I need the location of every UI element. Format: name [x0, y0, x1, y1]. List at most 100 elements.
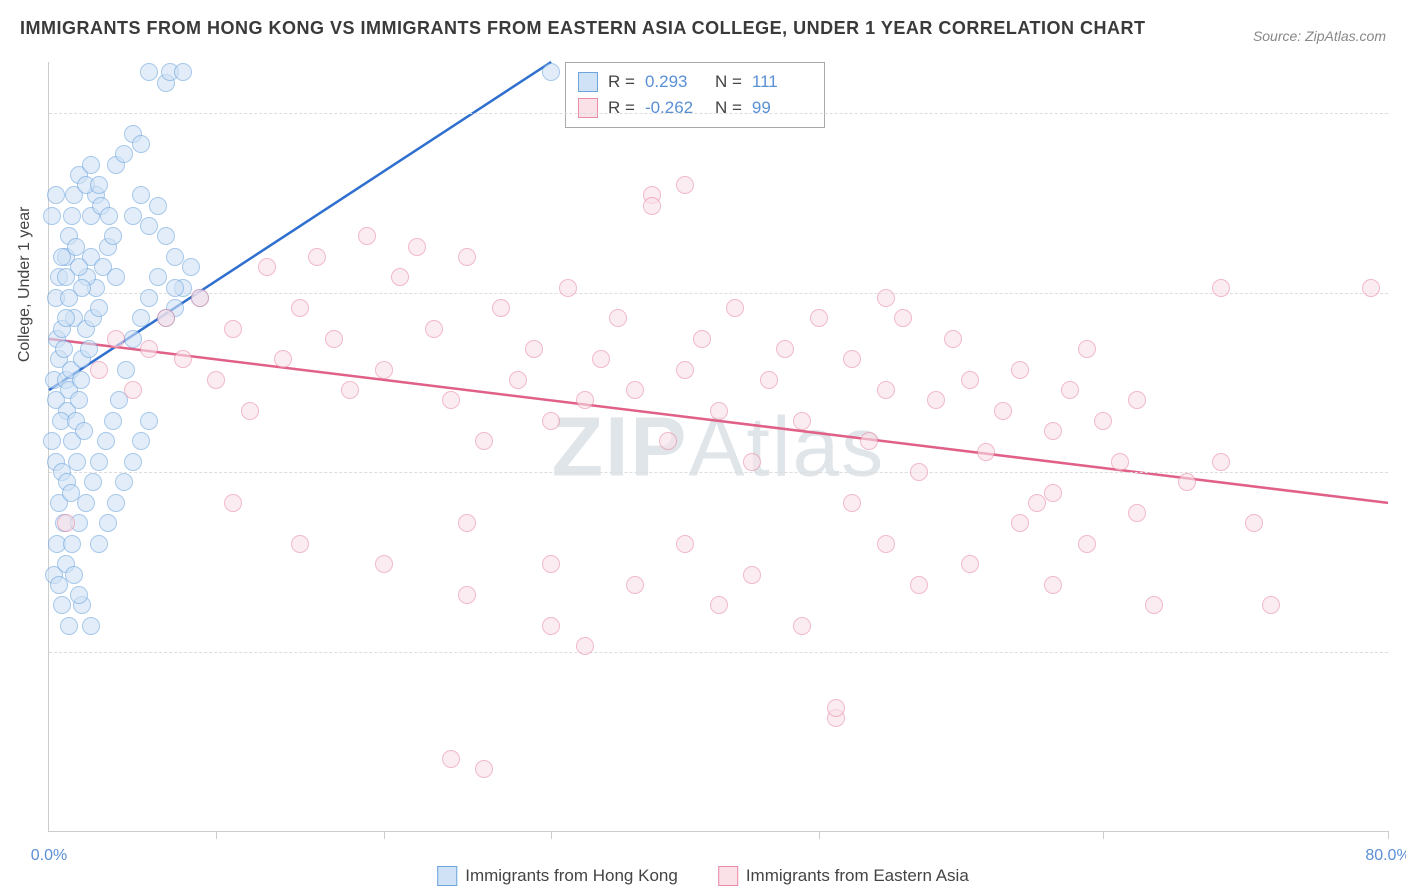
- n-label: N =: [715, 95, 742, 121]
- data-point: [910, 463, 928, 481]
- data-point: [877, 381, 895, 399]
- data-point: [927, 391, 945, 409]
- data-point: [961, 371, 979, 389]
- data-point: [626, 576, 644, 594]
- data-point: [391, 268, 409, 286]
- data-point: [80, 340, 98, 358]
- data-point: [492, 299, 510, 317]
- data-point: [743, 566, 761, 584]
- data-point: [827, 699, 845, 717]
- data-point: [53, 248, 71, 266]
- data-point: [425, 320, 443, 338]
- data-point: [626, 381, 644, 399]
- r-label: R =: [608, 69, 635, 95]
- data-point: [1128, 391, 1146, 409]
- data-point: [994, 402, 1012, 420]
- data-point: [57, 514, 75, 532]
- gridline: [49, 113, 1388, 114]
- data-point: [1044, 576, 1062, 594]
- n-label: N =: [715, 69, 742, 95]
- correlation-legend: R = 0.293 N = 111 R = -0.262 N = 99: [565, 62, 825, 128]
- data-point: [132, 309, 150, 327]
- data-point: [82, 156, 100, 174]
- data-point: [542, 63, 560, 81]
- data-point: [72, 371, 90, 389]
- data-point: [99, 514, 117, 532]
- data-point: [157, 309, 175, 327]
- data-point: [1044, 422, 1062, 440]
- data-point: [542, 555, 560, 573]
- data-point: [810, 309, 828, 327]
- data-point: [124, 207, 142, 225]
- legend-item-2: Immigrants from Eastern Asia: [718, 866, 969, 886]
- data-point: [82, 617, 100, 635]
- legend-row-series2: R = -0.262 N = 99: [578, 95, 812, 121]
- data-point: [1078, 535, 1096, 553]
- data-point: [1212, 453, 1230, 471]
- data-point: [84, 473, 102, 491]
- legend-label-2: Immigrants from Eastern Asia: [746, 866, 969, 886]
- data-point: [174, 350, 192, 368]
- data-point: [90, 453, 108, 471]
- data-point: [542, 617, 560, 635]
- data-point: [60, 617, 78, 635]
- data-point: [224, 320, 242, 338]
- data-point: [592, 350, 610, 368]
- data-point: [1061, 381, 1079, 399]
- data-point: [100, 207, 118, 225]
- data-point: [710, 596, 728, 614]
- data-point: [149, 197, 167, 215]
- data-point: [1011, 514, 1029, 532]
- data-point: [274, 350, 292, 368]
- data-point: [509, 371, 527, 389]
- data-point: [843, 350, 861, 368]
- x-tick: [1103, 831, 1104, 839]
- data-point: [659, 432, 677, 450]
- data-point: [576, 391, 594, 409]
- data-point: [793, 617, 811, 635]
- data-point: [115, 473, 133, 491]
- data-point: [693, 330, 711, 348]
- data-point: [75, 422, 93, 440]
- data-point: [475, 432, 493, 450]
- data-point: [124, 330, 142, 348]
- y-axis-label: College, Under 1 year: [16, 207, 34, 363]
- legend-swatch-2: [578, 98, 598, 118]
- source-label: Source: ZipAtlas.com: [1253, 28, 1386, 44]
- data-point: [1145, 596, 1163, 614]
- data-point: [241, 402, 259, 420]
- data-point: [182, 258, 200, 276]
- x-tick: [216, 831, 217, 839]
- data-point: [375, 555, 393, 573]
- data-point: [643, 197, 661, 215]
- data-point: [117, 361, 135, 379]
- data-point: [1044, 484, 1062, 502]
- data-point: [442, 750, 460, 768]
- data-point: [977, 443, 995, 461]
- r-value-2: -0.262: [645, 95, 705, 121]
- legend-row-series1: R = 0.293 N = 111: [578, 69, 812, 95]
- y-tick-label: 47.5%: [1398, 643, 1406, 661]
- data-point: [70, 391, 88, 409]
- data-point: [475, 760, 493, 778]
- series-legend: Immigrants from Hong Kong Immigrants fro…: [437, 866, 969, 886]
- data-point: [793, 412, 811, 430]
- data-point: [910, 576, 928, 594]
- data-point: [57, 309, 75, 327]
- data-point: [90, 176, 108, 194]
- x-tick-label: 80.0%: [1365, 847, 1406, 865]
- gridline: [49, 293, 1388, 294]
- data-point: [894, 309, 912, 327]
- data-point: [132, 135, 150, 153]
- data-point: [676, 535, 694, 553]
- data-point: [341, 381, 359, 399]
- data-point: [224, 494, 242, 512]
- data-point: [63, 535, 81, 553]
- data-point: [877, 289, 895, 307]
- data-point: [1212, 279, 1230, 297]
- data-point: [47, 186, 65, 204]
- data-point: [124, 381, 142, 399]
- chart-plot-area: ZIPAtlas R = 0.293 N = 111 R = -0.262 N …: [48, 62, 1388, 832]
- data-point: [53, 596, 71, 614]
- data-point: [174, 63, 192, 81]
